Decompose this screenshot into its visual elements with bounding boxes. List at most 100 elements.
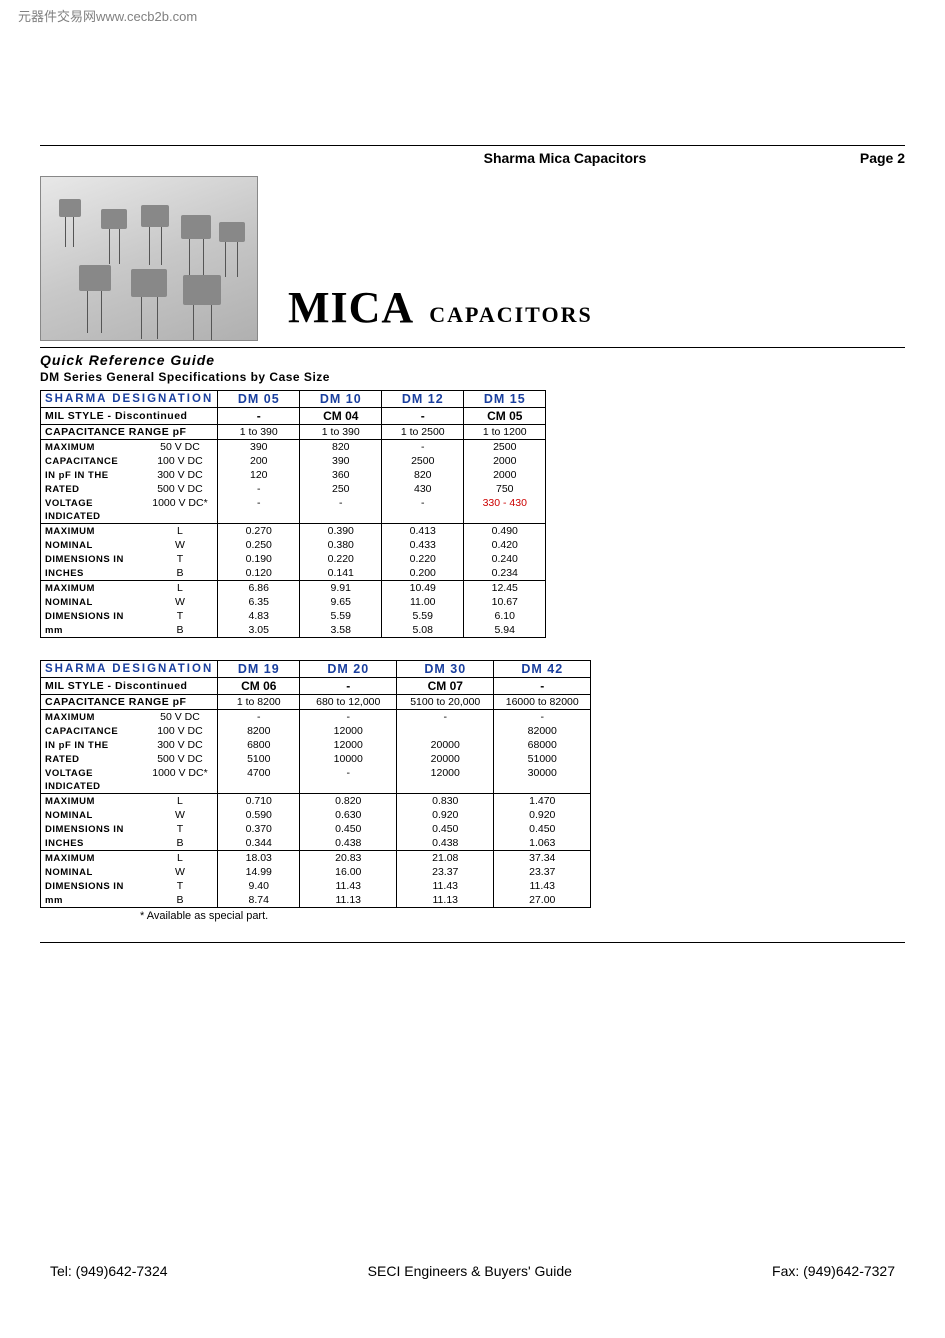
t2-range-2: 5100 to 20,000 [397,695,494,710]
separator-line [40,942,905,943]
t2-mm33: 27.00 [494,893,591,908]
t2-mlwtb-2: T [143,879,218,893]
t1-volt-4: 1000 V DC* [143,496,218,510]
t2-c31: 10000 [300,752,397,766]
t1-mm23: 6.10 [464,609,546,623]
t1-mil-3: CM 05 [464,408,546,425]
t1-c32: 430 [382,482,464,496]
t2-c33: 51000 [494,752,591,766]
t1-maxcap-3: RATED [41,482,143,496]
t1-c10: 200 [218,454,300,468]
mil-style-label-2: MIL STYLE - Discontinued [41,678,218,695]
t1-mlwtb-1: W [143,595,218,609]
t2-c20: 6800 [218,738,300,752]
t2-in31: 0.438 [300,836,397,851]
t2-maxcap-0: MAXIMUM [41,710,143,725]
title-capacitors: CAPACITORS [429,302,592,327]
t2-range-1: 680 to 12,000 [300,695,397,710]
t2-maxcap-1: CAPACITANCE [41,724,143,738]
t1-c11: 390 [300,454,382,468]
dm12-head: DM 12 [382,391,464,408]
t2-c10: 8200 [218,724,300,738]
footer-center: SECI Engineers & Buyers' Guide [368,1263,572,1279]
t2-c40: 4700 [218,766,300,780]
sharma-designation-label: SHARMA DESIGNATION [41,391,218,408]
t1-in31: 0.141 [300,566,382,581]
t1-c20: 120 [218,468,300,482]
t1-c22: 820 [382,468,464,482]
t1-mm32: 5.08 [382,623,464,638]
t1-maxcap-0: MAXIMUM [41,440,143,455]
t1-mm00: 6.86 [218,581,300,596]
dm10-head: DM 10 [300,391,382,408]
t1-in33: 0.234 [464,566,546,581]
t1-mm33: 5.94 [464,623,546,638]
t2-c23: 68000 [494,738,591,752]
subtitle: DM Series General Specifications by Case… [40,370,905,384]
t2-in30: 0.344 [218,836,300,851]
t2-mlwtb-0: L [143,851,218,866]
t2-mm22: 11.43 [397,879,494,893]
t2-in22: 0.450 [397,822,494,836]
dm05-head: DM 05 [218,391,300,408]
t2-c00: - [218,710,300,725]
t1-c13: 2000 [464,454,546,468]
t2-lwtb-2: T [143,822,218,836]
t1-mm30: 3.05 [218,623,300,638]
t1-c42: - [382,496,464,510]
t1-in03: 0.490 [464,524,546,539]
t1-c01: 820 [300,440,382,455]
t1-dmm-2: DIMENSIONS IN [41,609,143,623]
t2-mm31: 11.13 [300,893,397,908]
t2-c12 [397,724,494,738]
t2-volt-1: 100 V DC [143,724,218,738]
t1-volt-2: 300 V DC [143,468,218,482]
t1-mm20: 4.83 [218,609,300,623]
spec-table-2: SHARMA DESIGNATION DM 19 DM 20 DM 30 DM … [40,660,591,908]
t2-in03: 1.470 [494,794,591,809]
t1-c21: 360 [300,468,382,482]
t2-volt-4: 1000 V DC* [143,766,218,780]
t2-in23: 0.450 [494,822,591,836]
t2-mil-3: - [494,678,591,695]
t1-c40: - [218,496,300,510]
t1-lwtb-3: B [143,566,218,581]
t1-in12: 0.433 [382,538,464,552]
t1-in32: 0.200 [382,566,464,581]
t2-c13: 82000 [494,724,591,738]
t2-c32: 20000 [397,752,494,766]
t2-mm10: 14.99 [218,865,300,879]
t2-in01: 0.820 [300,794,397,809]
t1-c33: 750 [464,482,546,496]
watermark-text: 元器件交易网www.cecb2b.com [0,0,945,25]
t1-c03: 2500 [464,440,546,455]
t1-range-0: 1 to 390 [218,425,300,440]
t2-c21: 12000 [300,738,397,752]
t1-in20: 0.190 [218,552,300,566]
t1-c31: 250 [300,482,382,496]
spec-table-1: SHARMA DESIGNATION DM 05 DM 10 DM 12 DM … [40,390,546,638]
t2-mm30: 8.74 [218,893,300,908]
t1-dmm-3: mm [41,623,143,638]
doc-title: Sharma Mica Capacitors [484,150,647,166]
t2-c02: - [397,710,494,725]
t2-in00: 0.710 [218,794,300,809]
product-photo [40,176,258,341]
t1-in13: 0.420 [464,538,546,552]
t1-in22: 0.220 [382,552,464,566]
t1-mm03: 12.45 [464,581,546,596]
t2-in12: 0.920 [397,808,494,822]
t2-volt-0: 50 V DC [143,710,218,725]
t1-dmm-1: NOMINAL [41,595,143,609]
t1-lwtb-0: L [143,524,218,539]
t2-mm12: 23.37 [397,865,494,879]
t1-din-1: NOMINAL [41,538,143,552]
t1-maxcap-5: INDICATED [41,510,143,524]
t2-dmm-0: MAXIMUM [41,851,143,866]
t1-volt-1: 100 V DC [143,454,218,468]
t1-range-1: 1 to 390 [300,425,382,440]
t1-range-3: 1 to 1200 [464,425,546,440]
t2-c11: 12000 [300,724,397,738]
t2-in20: 0.370 [218,822,300,836]
page-header: Sharma Mica Capacitors Page 2 [40,145,905,168]
